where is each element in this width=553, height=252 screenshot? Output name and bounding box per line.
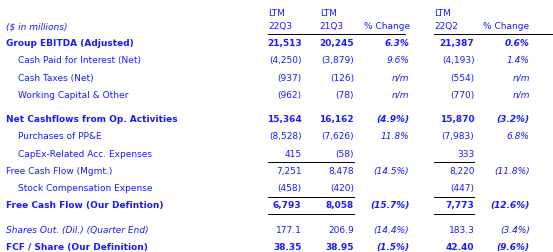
Text: Purchases of PP&E: Purchases of PP&E: [18, 133, 101, 141]
Text: 15,870: 15,870: [440, 115, 474, 124]
Text: 0.6%: 0.6%: [505, 39, 530, 48]
Text: (4.9%): (4.9%): [376, 115, 409, 124]
Text: Working Capital & Other: Working Capital & Other: [18, 91, 128, 100]
Text: 38.95: 38.95: [325, 243, 354, 252]
Text: 21Q3: 21Q3: [320, 22, 344, 31]
Text: Group EBITDA (Adjusted): Group EBITDA (Adjusted): [6, 39, 133, 48]
Text: LTM: LTM: [268, 9, 285, 18]
Text: 15,364: 15,364: [267, 115, 301, 124]
Text: (11.8%): (11.8%): [494, 167, 530, 176]
Text: n/m: n/m: [512, 74, 530, 83]
Text: (4,250): (4,250): [269, 56, 301, 65]
Text: (554): (554): [450, 74, 474, 83]
Text: (770): (770): [450, 91, 474, 100]
Text: 8,058: 8,058: [326, 202, 354, 210]
Text: 16,162: 16,162: [319, 115, 354, 124]
Text: (15.7%): (15.7%): [370, 202, 409, 210]
Text: (58): (58): [336, 150, 354, 159]
Text: 8,478: 8,478: [328, 167, 354, 176]
Text: (1.5%): (1.5%): [376, 243, 409, 252]
Text: 415: 415: [284, 150, 301, 159]
Text: n/m: n/m: [512, 91, 530, 100]
Text: 6.3%: 6.3%: [384, 39, 409, 48]
Text: Net Cashflows from Op. Activities: Net Cashflows from Op. Activities: [6, 115, 177, 124]
Text: (12.6%): (12.6%): [491, 202, 530, 210]
Text: Cash Taxes (Net): Cash Taxes (Net): [18, 74, 93, 83]
Text: (3.2%): (3.2%): [497, 115, 530, 124]
Text: Cash Paid for Interest (Net): Cash Paid for Interest (Net): [18, 56, 140, 65]
Text: 11.8%: 11.8%: [380, 133, 409, 141]
Text: (14.5%): (14.5%): [374, 167, 409, 176]
Text: (9.6%): (9.6%): [497, 243, 530, 252]
Text: n/m: n/m: [392, 91, 409, 100]
Text: 177.1: 177.1: [275, 226, 301, 235]
Text: ($ in millions): ($ in millions): [6, 22, 67, 31]
Text: 21,387: 21,387: [440, 39, 474, 48]
Text: (78): (78): [336, 91, 354, 100]
Text: (420): (420): [330, 184, 354, 193]
Text: 22Q3: 22Q3: [268, 22, 292, 31]
Text: % Change: % Change: [483, 22, 529, 31]
Text: (7,983): (7,983): [442, 133, 474, 141]
Text: (4,193): (4,193): [442, 56, 474, 65]
Text: Shares Out. (Dil.) (Quarter End): Shares Out. (Dil.) (Quarter End): [6, 226, 148, 235]
Text: (458): (458): [277, 184, 301, 193]
Text: FCF / Share (Our Definition): FCF / Share (Our Definition): [6, 243, 148, 252]
Text: (14.4%): (14.4%): [374, 226, 409, 235]
Text: CapEx-Related Acc. Expenses: CapEx-Related Acc. Expenses: [18, 150, 152, 159]
Text: 333: 333: [457, 150, 474, 159]
Text: (8,528): (8,528): [269, 133, 301, 141]
Text: LTM: LTM: [434, 9, 451, 18]
Text: 9.6%: 9.6%: [387, 56, 409, 65]
Text: 21,513: 21,513: [267, 39, 301, 48]
Text: 22Q2: 22Q2: [434, 22, 458, 31]
Text: Free Cash Flow (Mgmt.): Free Cash Flow (Mgmt.): [6, 167, 112, 176]
Text: 8,220: 8,220: [449, 167, 474, 176]
Text: 6,793: 6,793: [273, 202, 301, 210]
Text: 20,245: 20,245: [319, 39, 354, 48]
Text: (126): (126): [330, 74, 354, 83]
Text: 206.9: 206.9: [328, 226, 354, 235]
Text: (3.4%): (3.4%): [500, 226, 530, 235]
Text: 38.35: 38.35: [273, 243, 301, 252]
Text: Stock Compensation Expense: Stock Compensation Expense: [18, 184, 152, 193]
Text: 6.8%: 6.8%: [507, 133, 530, 141]
Text: 7,251: 7,251: [276, 167, 301, 176]
Text: 42.40: 42.40: [446, 243, 474, 252]
Text: (447): (447): [451, 184, 474, 193]
Text: LTM: LTM: [320, 9, 337, 18]
Text: Free Cash Flow (Our Defintion): Free Cash Flow (Our Defintion): [6, 202, 163, 210]
Text: (3,879): (3,879): [321, 56, 354, 65]
Text: % Change: % Change: [364, 22, 410, 31]
Text: (7,626): (7,626): [321, 133, 354, 141]
Text: (962): (962): [277, 91, 301, 100]
Text: (937): (937): [277, 74, 301, 83]
Text: 183.3: 183.3: [448, 226, 474, 235]
Text: 7,773: 7,773: [446, 202, 474, 210]
Text: 1.4%: 1.4%: [507, 56, 530, 65]
Text: n/m: n/m: [392, 74, 409, 83]
